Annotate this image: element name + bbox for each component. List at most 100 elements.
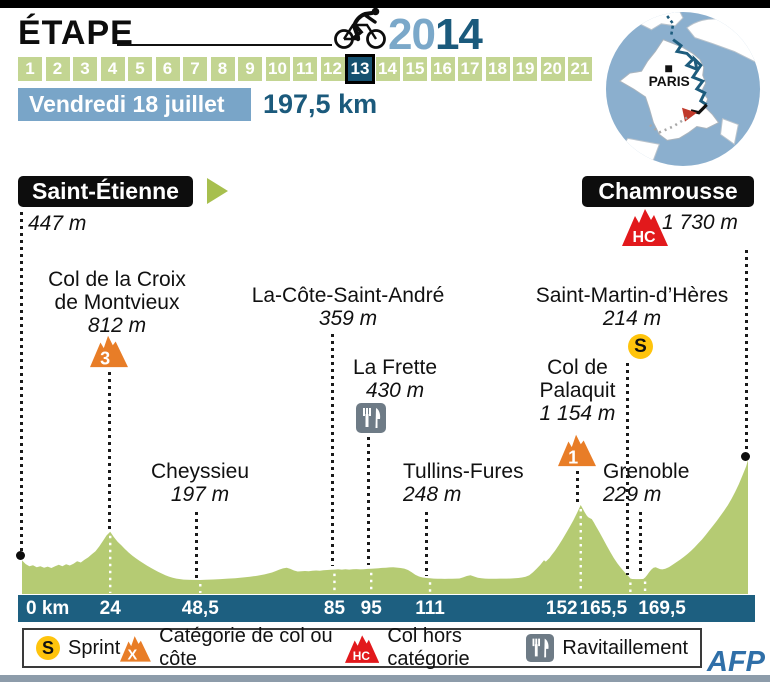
category-3-climb-icon: 3: [90, 335, 128, 368]
axis-tick-0-km: 0 km: [26, 598, 70, 619]
stage-box-3: 3: [73, 57, 97, 81]
map-england: [638, 11, 684, 31]
legend-box: S Sprint X Catégorie de col ou côte HC C…: [22, 625, 702, 671]
waypoint-col-de-la-croix-de-montvieux: Col de la Croix de Montvieux 812 m: [48, 268, 186, 337]
axis-tick-152: 152: [545, 598, 578, 619]
hc-climb-icon: HC: [622, 209, 668, 246]
map-france: [618, 39, 720, 141]
guide-line-palaquit: [576, 471, 579, 505]
axis-tick-48-5: 48,5: [181, 598, 219, 619]
waypoint-col-de-palaquit: Col de Palaquit 1 154 m: [539, 356, 616, 425]
axis-tick-169-5: 169,5: [638, 598, 686, 619]
stage-box-14: 14: [375, 57, 400, 81]
stage-box-1: 1: [18, 57, 42, 81]
cyclist-icon: [334, 7, 386, 49]
map-route-future: [648, 116, 688, 134]
stage-box-4: 4: [100, 57, 125, 81]
guide-line-la-cote: [331, 334, 334, 566]
legend-item-sprint: S Sprint: [36, 636, 120, 660]
axis-tick-165-5: 165,5: [579, 598, 628, 619]
elevation-area: [22, 459, 748, 594]
waypoint-saint-martin-d-heres: Saint-Martin-d’Hères 214 m: [535, 284, 729, 330]
svg-text:HC: HC: [353, 649, 371, 663]
svg-text:HC: HC: [632, 229, 656, 246]
legend-item-hc-climb: HC Col hors catégorie: [345, 625, 526, 671]
axis-tick-85: 85: [323, 598, 346, 619]
stage-box-21: 21: [568, 57, 592, 81]
svg-text:X: X: [128, 647, 138, 663]
axis-tick-95: 95: [360, 598, 382, 619]
km-axis-bar: 0 km 24 48,5 85 95 111 152 165,5 169,5: [18, 595, 755, 622]
paris-label: PARIS: [649, 73, 690, 89]
year-first: 20: [388, 10, 436, 59]
feed-zone-icon: [526, 634, 555, 662]
map-route-past: [672, 38, 708, 107]
afp-logo: AFP: [707, 646, 765, 678]
axis-tick-24: 24: [99, 598, 121, 619]
stage-box-19: 19: [513, 57, 537, 81]
guide-line-montvieux: [108, 372, 111, 532]
stage-box-12: 12: [320, 57, 345, 81]
map-italy: [719, 117, 739, 146]
guide-line-la-frette: [367, 437, 370, 565]
stage-box-9: 9: [238, 57, 262, 81]
start-arrow-icon: [207, 178, 228, 204]
category-climb-icon: X: [120, 635, 152, 663]
sprint-icon: S: [36, 636, 60, 660]
legend-item-category-climb: X Catégorie de col ou côte: [120, 625, 345, 671]
paris-marker: [665, 65, 673, 73]
stage-box-10: 10: [265, 57, 290, 81]
bottom-bar: [0, 675, 770, 682]
stage-box-11: 11: [293, 57, 317, 81]
km-tick-lines: [109, 509, 647, 593]
stage-box-20: 20: [540, 57, 565, 81]
stage-box-13: 13: [345, 54, 375, 84]
guide-line-grenoble: [639, 512, 642, 575]
guide-line-finish: [745, 250, 748, 452]
finish-elevation: 1 730 m: [662, 211, 738, 234]
title-rule: [117, 44, 332, 46]
sprint-icon: S: [628, 334, 653, 359]
waypoint-la-frette: La Frette 430 m: [352, 356, 438, 402]
guide-line-start: [20, 212, 23, 552]
axis-tick-111: 111: [415, 598, 445, 619]
category-1-climb-icon: 1: [558, 434, 596, 467]
year-second: 14: [434, 10, 483, 59]
stage-number-row: 1 2 3 4 5 6 7 8 9 10 11 12 13 14 15 16 17 18 19 20 21: [18, 54, 592, 84]
stage-box-5: 5: [128, 57, 152, 81]
page-title: ÉTAPE: [18, 14, 134, 52]
start-elevation: 447 m: [28, 212, 87, 235]
stage-box-15: 15: [403, 57, 427, 81]
waypoint-cheyssieu: Cheyssieu 197 m: [150, 460, 250, 506]
stage-box-17: 17: [458, 57, 482, 81]
top-black-bar: [0, 0, 770, 8]
start-city-box: Saint-Étienne: [18, 176, 193, 207]
finish-city-box: Chamrousse: [582, 176, 754, 207]
waypoint-grenoble: Grenoble 229 m: [603, 460, 690, 506]
france-locator-map: PARIS: [605, 11, 761, 167]
hc-climb-icon: HC: [345, 635, 380, 663]
waypoint-tullins-fures: Tullins-Fures 248 m: [403, 460, 524, 506]
stage-date: Vendredi 18 juillet: [18, 88, 251, 121]
stage-distance: 197,5 km: [263, 89, 378, 119]
finish-point-dot: [741, 452, 750, 461]
guide-line-cheyssieu: [195, 512, 198, 580]
stage-box-8: 8: [210, 57, 235, 81]
stage-box-2: 2: [45, 57, 70, 81]
svg-text:1: 1: [568, 447, 578, 467]
stage-box-16: 16: [430, 57, 455, 81]
map-route-channel: [666, 15, 675, 36]
svg-text:3: 3: [100, 348, 110, 368]
guide-line-tullins: [425, 512, 428, 576]
year-label: 2014: [388, 10, 483, 60]
guide-line-saint-martin: [626, 363, 629, 575]
stage-box-6: 6: [155, 57, 180, 81]
legend-item-feed-zone: Ravitaillement: [526, 634, 688, 662]
start-point-dot: [16, 551, 25, 560]
feed-zone-icon: [356, 403, 386, 433]
stage-box-7: 7: [183, 57, 207, 81]
map-route-current-stage: [690, 103, 708, 115]
stage-box-18: 18: [485, 57, 510, 81]
